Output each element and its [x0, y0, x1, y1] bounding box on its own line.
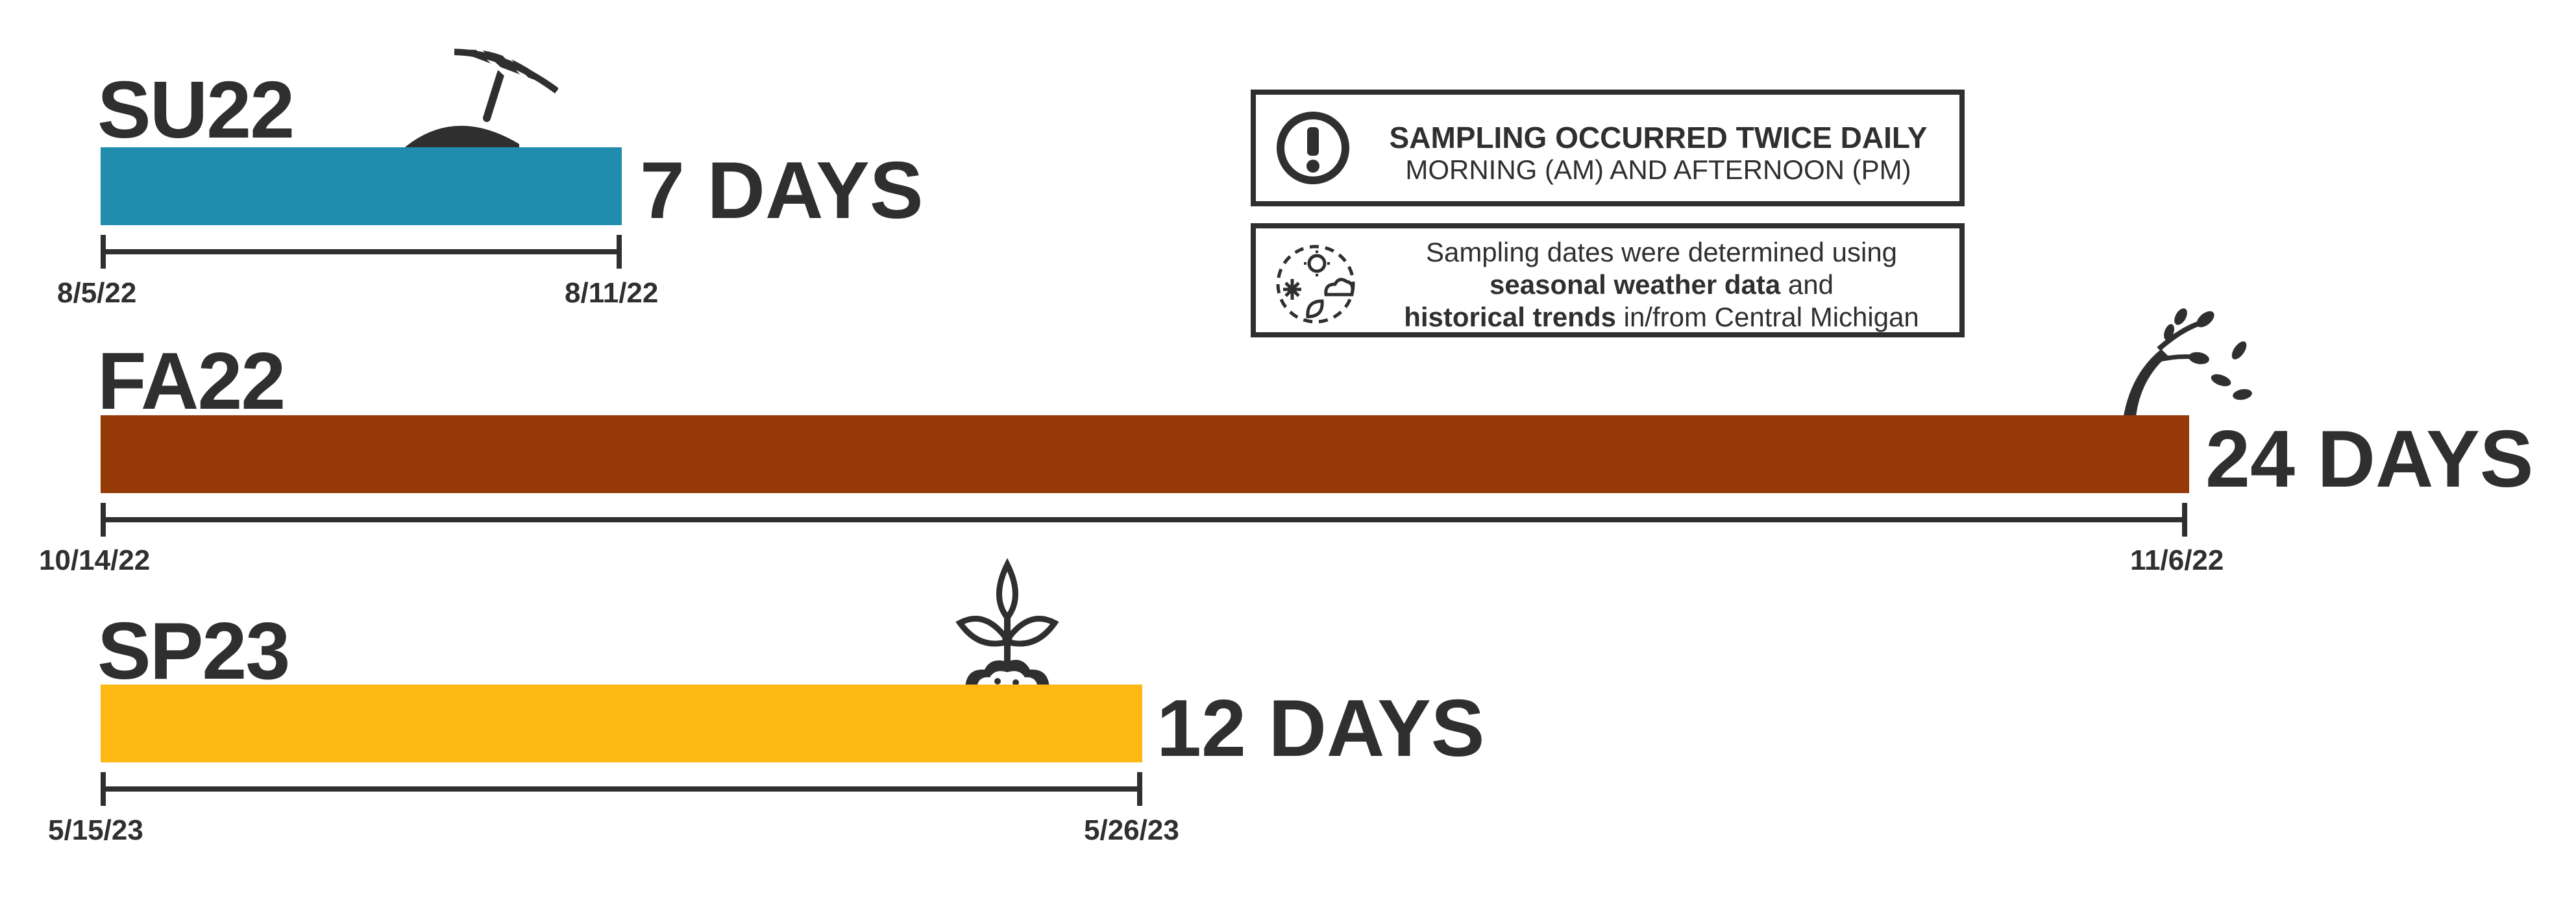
exclamation-circle-icon: [1277, 112, 1349, 184]
info-box-2-bold-weather: seasonal weather data: [1490, 269, 1781, 300]
info-box-2-line-3-rest: in/from Central Michigan: [1615, 302, 1919, 332]
info-box-2-bold-trends: historical trends: [1404, 302, 1616, 332]
end-date-sp23: 5/26/23: [1084, 814, 1179, 846]
duration-label-sp23: 12 DAYS: [1157, 684, 1485, 773]
info-box-1-title: SAMPLING OCCURRED TWICE DAILY: [1389, 121, 1928, 154]
info-box-2-line-3: historical trends in/from Central Michig…: [1366, 301, 1957, 334]
axis-tick-end-fa22: [2182, 503, 2187, 537]
duration-label-su22: 7 DAYS: [640, 146, 924, 236]
axis-tick-start-su22: [101, 235, 106, 269]
season-label-su22: SU22: [97, 66, 295, 155]
weather-icon: [1276, 245, 1355, 324]
axis-tick-start-sp23: [101, 772, 106, 806]
start-date-sp23: 5/15/23: [48, 814, 143, 846]
info-box-twice-daily: SAMPLING OCCURRED TWICE DAILY MORNING (A…: [1251, 90, 1965, 206]
info-box-1-subtitle: MORNING (AM) AND AFTERNOON (PM): [1405, 154, 1911, 185]
axis-line-sp23: [103, 786, 1141, 792]
season-label-fa22: FA22: [97, 337, 286, 426]
season-bar-su22: [101, 147, 622, 225]
end-date-su22: 8/11/22: [565, 277, 659, 309]
start-date-fa22: 10/14/22: [39, 544, 151, 576]
axis-tick-end-su22: [617, 235, 622, 269]
season-bar-fa22: [101, 415, 2189, 493]
info-box-2-line-2-rest: and: [1780, 269, 1834, 300]
axis-line-su22: [103, 249, 622, 254]
duration-label-fa22: 24 DAYS: [2205, 415, 2534, 504]
windy-tree-icon: [2122, 308, 2252, 424]
axis-tick-start-fa22: [101, 503, 106, 537]
info-box-2-line-2: seasonal weather data and: [1366, 269, 1957, 301]
sprout-icon: [955, 558, 1059, 688]
axis-line-fa22: [103, 517, 2187, 522]
beach-umbrella-icon: [402, 46, 558, 151]
info-box-sampling-dates: Sampling dates were determined using sea…: [1251, 223, 1965, 337]
season-bar-sp23: [101, 685, 1142, 762]
info-box-2-line-1: Sampling dates were determined using: [1425, 237, 1898, 267]
end-date-fa22: 11/6/22: [2130, 544, 2224, 576]
start-date-su22: 8/5/22: [57, 277, 137, 309]
axis-tick-end-sp23: [1137, 772, 1142, 806]
season-label-sp23: SP23: [97, 607, 290, 696]
